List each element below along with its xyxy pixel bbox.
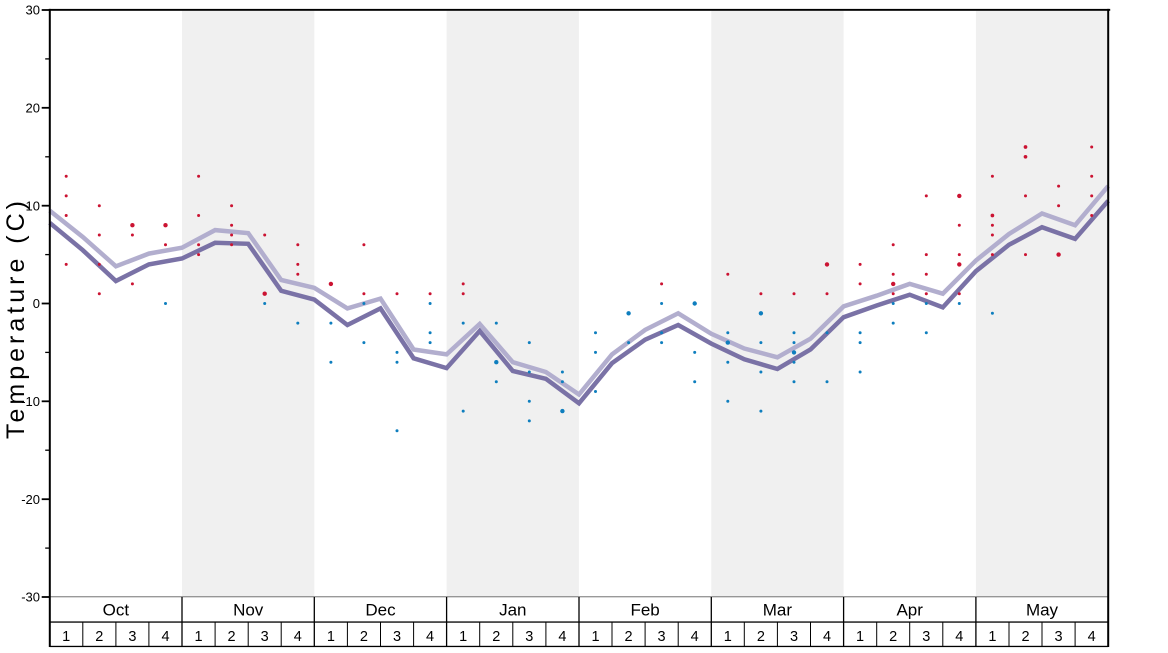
svg-text:30: 30 [26,3,40,18]
svg-text:4: 4 [691,629,699,645]
svg-text:1: 1 [724,629,732,645]
svg-text:3: 3 [658,629,666,645]
svg-text:Feb: Feb [630,601,659,620]
svg-text:4: 4 [426,629,434,645]
svg-text:-30: -30 [21,590,40,605]
svg-text:1: 1 [62,629,70,645]
svg-text:1: 1 [591,629,599,645]
svg-text:Mar: Mar [763,601,793,620]
svg-text:20: 20 [26,100,40,115]
svg-text:Temperature (C): Temperature (C) [2,197,30,439]
svg-text:3: 3 [393,629,401,645]
svg-text:2: 2 [492,629,500,645]
svg-text:3: 3 [261,629,269,645]
svg-text:4: 4 [558,629,566,645]
svg-text:Dec: Dec [365,601,396,620]
svg-text:Oct: Oct [103,601,130,620]
svg-text:3: 3 [525,629,533,645]
svg-text:2: 2 [1021,629,1029,645]
svg-text:May: May [1026,601,1059,620]
svg-text:3: 3 [790,629,798,645]
svg-text:2: 2 [889,629,897,645]
svg-text:-20: -20 [21,492,40,507]
svg-text:3: 3 [922,629,930,645]
svg-text:4: 4 [955,629,963,645]
svg-text:Apr: Apr [896,601,923,620]
svg-text:4: 4 [1088,629,1096,645]
svg-text:-10: -10 [21,394,40,409]
svg-text:0: 0 [33,296,40,311]
svg-text:1: 1 [856,629,864,645]
svg-text:1: 1 [988,629,996,645]
svg-text:4: 4 [294,629,302,645]
svg-text:1: 1 [195,629,203,645]
svg-text:2: 2 [95,629,103,645]
svg-text:1: 1 [459,629,467,645]
svg-text:Nov: Nov [233,601,264,620]
svg-text:3: 3 [128,629,136,645]
svg-text:2: 2 [757,629,765,645]
svg-text:2: 2 [625,629,633,645]
svg-text:10: 10 [26,198,40,213]
svg-text:4: 4 [823,629,831,645]
svg-text:2: 2 [228,629,236,645]
svg-text:3: 3 [1055,629,1063,645]
svg-text:1: 1 [327,629,335,645]
svg-text:Jan: Jan [499,601,526,620]
svg-text:2: 2 [360,629,368,645]
svg-text:4: 4 [161,629,169,645]
